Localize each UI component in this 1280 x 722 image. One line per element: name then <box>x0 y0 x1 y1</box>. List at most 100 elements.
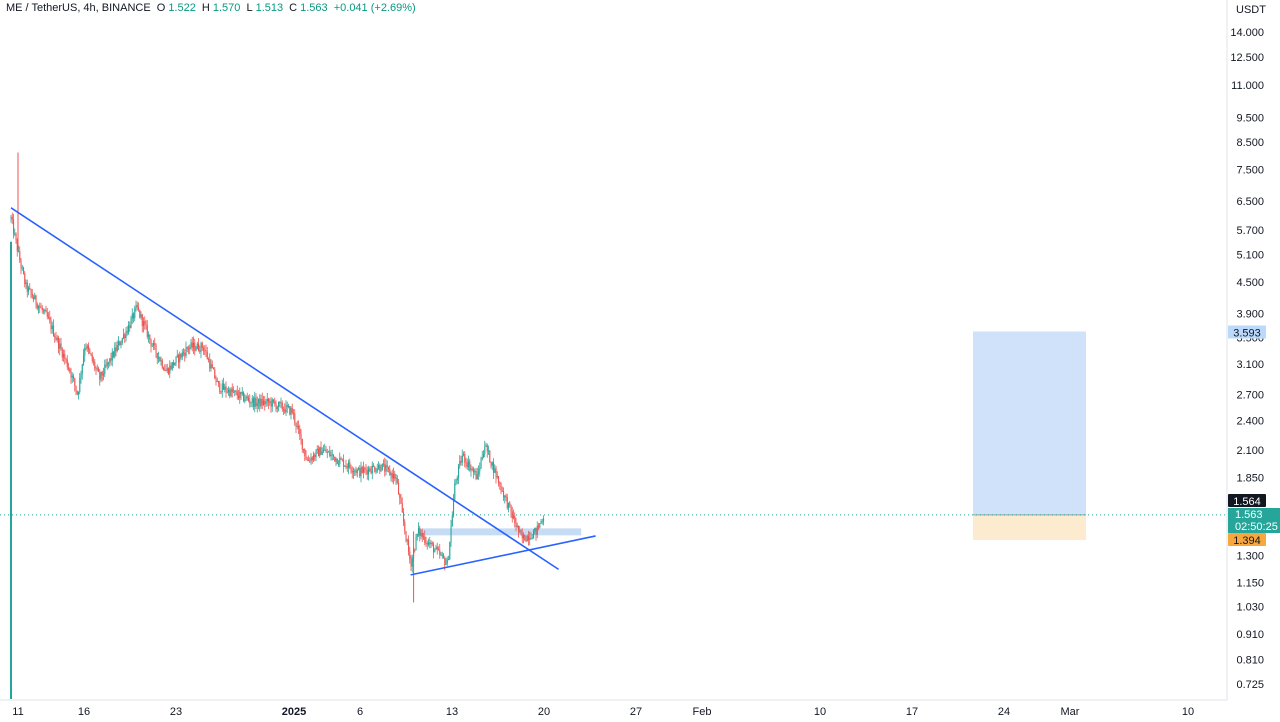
candle-body <box>154 343 156 345</box>
candle-body <box>78 392 80 395</box>
candle-body <box>176 355 178 357</box>
candle-body <box>480 458 482 469</box>
y-tick-label: 14.000 <box>1230 27 1264 39</box>
candle-body <box>79 377 81 393</box>
candle-body <box>315 450 317 458</box>
candle-body <box>15 233 17 240</box>
candle-body <box>361 466 363 473</box>
target-price-tag: 3.593 <box>1228 325 1266 340</box>
candle-body <box>495 468 497 478</box>
candle-body <box>446 559 448 564</box>
candle-body <box>65 358 67 360</box>
candle-body <box>266 398 268 402</box>
candle-body <box>500 483 502 491</box>
candle-body <box>230 388 232 397</box>
target-zone[interactable] <box>973 331 1086 515</box>
candle-body <box>143 321 145 326</box>
y-tick-label: 5.100 <box>1236 249 1264 261</box>
candle-body <box>233 391 235 393</box>
candle-body <box>101 371 103 376</box>
candle-body <box>48 316 50 318</box>
candle-body <box>420 532 422 536</box>
candle-body <box>305 455 307 460</box>
candle-body <box>531 538 533 540</box>
candle-body <box>459 460 461 466</box>
candle-body <box>343 459 345 467</box>
low-value: 1.513 <box>255 2 284 14</box>
candle-body <box>321 451 323 455</box>
candle-body <box>58 337 60 349</box>
candle-body <box>333 454 335 457</box>
candle-body <box>201 342 203 349</box>
candle-body <box>330 454 332 457</box>
candle-body <box>491 462 493 466</box>
candle-body <box>259 398 261 407</box>
y-tick-label: 0.725 <box>1236 679 1264 691</box>
candle-body <box>276 406 278 410</box>
candle-body <box>115 347 117 352</box>
y-tick-label: 2.400 <box>1236 415 1264 427</box>
candle-body <box>144 321 146 325</box>
high-marker-tag: 1.564 <box>1228 494 1266 508</box>
candle-body <box>195 348 197 351</box>
candle-body <box>543 518 545 522</box>
candle-body <box>130 318 132 329</box>
candle-body <box>105 364 107 366</box>
candle-body <box>364 467 366 469</box>
candle-body <box>95 368 97 370</box>
candle-body <box>348 462 350 468</box>
y-tick-label: 6.500 <box>1236 196 1264 208</box>
candle-body <box>199 350 201 352</box>
candle-body <box>484 446 486 454</box>
ascending-trendline[interactable] <box>410 535 596 576</box>
candle-body <box>431 542 433 545</box>
candle-body <box>239 391 241 399</box>
candle-body <box>469 461 471 471</box>
candle-body <box>296 426 298 428</box>
candle-body <box>110 358 112 361</box>
candle-body <box>225 386 227 392</box>
candle-body <box>404 522 406 532</box>
candle-body <box>123 334 125 339</box>
candle-body <box>341 459 343 461</box>
stop-zone[interactable] <box>973 514 1086 541</box>
x-tick-label: 11 <box>12 706 23 718</box>
candle-body <box>226 391 228 393</box>
candle-body <box>353 471 355 473</box>
candle-body <box>29 287 31 290</box>
candle-body <box>178 355 180 363</box>
candle-body <box>298 426 300 429</box>
entry-price-tag: 1.394 <box>1228 533 1266 547</box>
candle-body <box>129 325 131 329</box>
candle-body <box>211 364 213 369</box>
candle-body <box>464 453 466 463</box>
candle-body <box>479 468 481 472</box>
candle-body <box>153 343 155 346</box>
support-band[interactable] <box>418 528 582 536</box>
candle-body <box>116 345 118 352</box>
candle-body <box>193 342 195 348</box>
candle-body <box>208 359 210 361</box>
candle-body <box>426 543 428 545</box>
candle-body <box>300 434 302 439</box>
candle-body <box>375 471 377 473</box>
candle-body <box>26 282 28 292</box>
candle-body <box>71 375 73 378</box>
candle-body <box>13 219 15 234</box>
candle-body <box>535 527 537 535</box>
candle-body <box>213 368 215 370</box>
candle-body <box>249 400 251 403</box>
candle-body <box>89 349 91 354</box>
candle-body <box>118 341 120 346</box>
candle-body <box>254 397 256 407</box>
candle-body <box>350 467 352 471</box>
descending-trendline[interactable] <box>10 207 560 571</box>
candle-body <box>478 471 480 474</box>
candle-body <box>416 533 418 537</box>
candle-body <box>334 456 336 462</box>
candle-body <box>19 251 21 261</box>
close-label: C <box>289 2 298 14</box>
symbol-label[interactable]: ME / TetherUS, 4h, BINANCE <box>6 2 151 14</box>
candle-body <box>290 408 292 415</box>
